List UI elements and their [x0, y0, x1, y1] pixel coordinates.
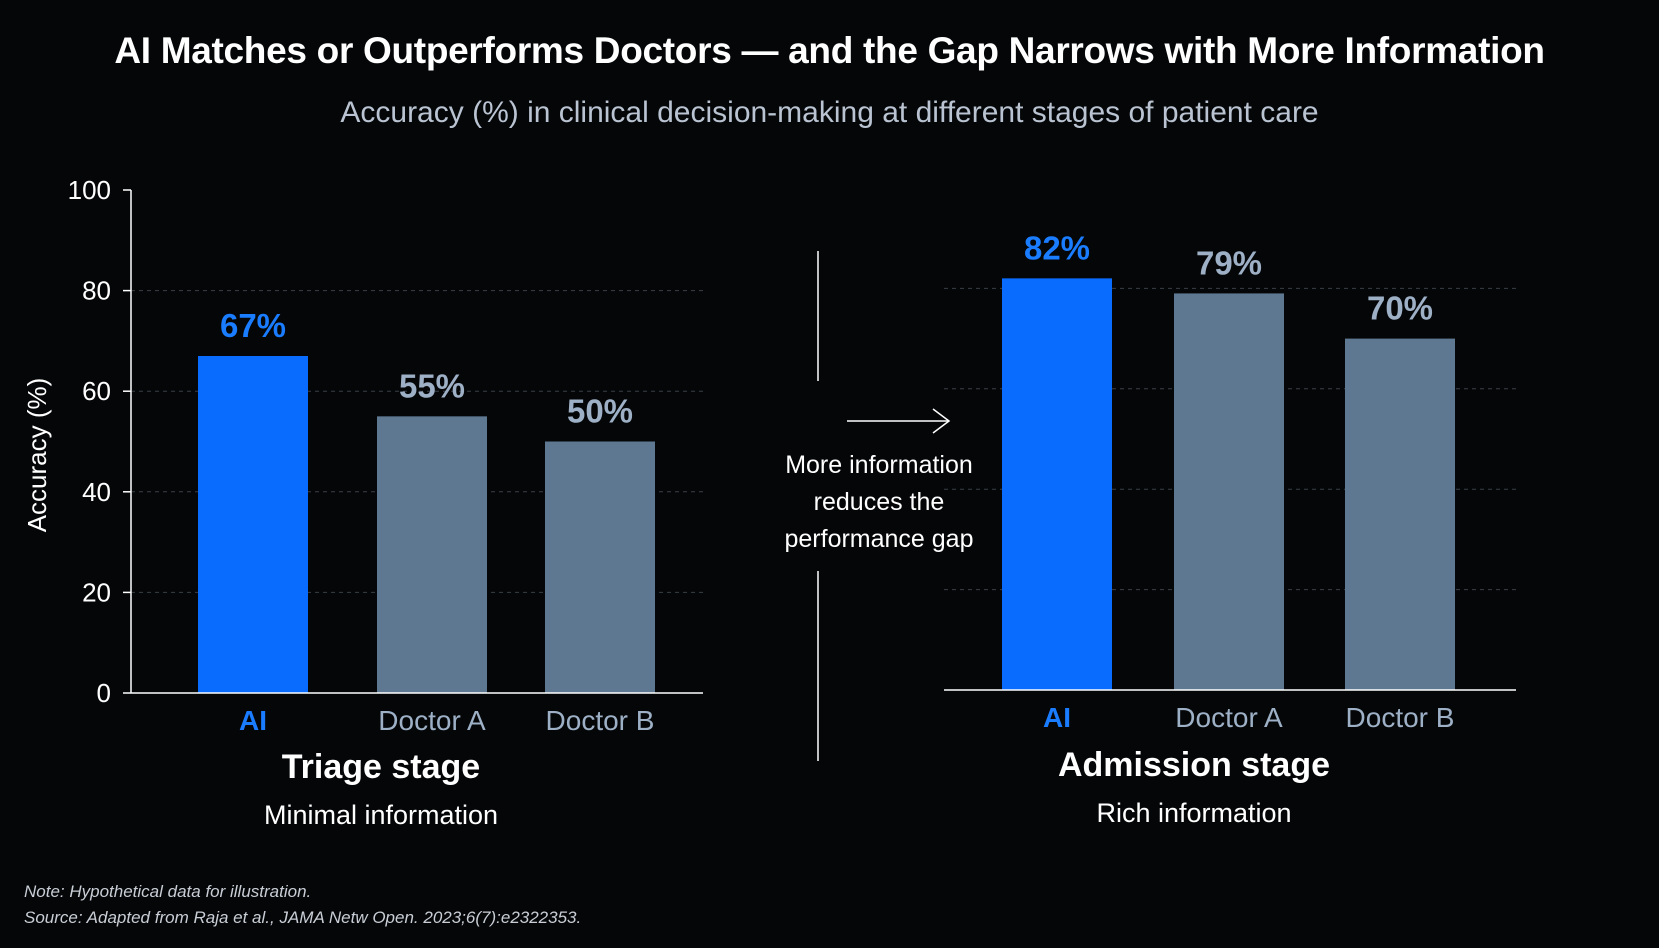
chart-title: AI Matches or Outperforms Doctors — and …: [114, 30, 1545, 71]
y-tick-label: 20: [82, 577, 111, 607]
data-label: 79%: [1196, 244, 1262, 281]
y-tick-label: 60: [82, 376, 111, 406]
category-label: Doctor B: [546, 705, 655, 736]
category-label: Doctor A: [1175, 702, 1283, 733]
y-tick-label: 100: [68, 175, 111, 205]
panel-subtitle: Rich information: [1096, 798, 1291, 828]
arrow-head-icon: [932, 408, 951, 434]
category-label: AI: [1043, 702, 1071, 733]
bar-ai: [198, 355, 308, 693]
y-tick-label: 0: [97, 678, 111, 708]
bar-doctor-b: [545, 441, 655, 693]
bar-doctor-a: [377, 416, 487, 693]
chart-subtitle: Accuracy (%) in clinical decision-making…: [340, 96, 1319, 129]
data-label: 70%: [1367, 290, 1433, 327]
annotation-line: More information: [785, 451, 973, 479]
category-label: Doctor B: [1346, 702, 1455, 733]
category-label: AI: [239, 705, 267, 736]
data-label: 67%: [220, 307, 286, 344]
y-tick-label: 40: [82, 477, 111, 507]
source-text: Source: Adapted from Raja et al., JAMA N…: [24, 908, 582, 927]
bar-doctor-b: [1345, 338, 1455, 690]
annotation-line: performance gap: [784, 525, 973, 553]
y-tick-label: 80: [82, 276, 111, 306]
y-axis-label: Accuracy (%): [22, 378, 52, 533]
bar-doctor-a: [1174, 293, 1284, 690]
data-label: 55%: [399, 367, 465, 404]
note-text: Note: Hypothetical data for illustration…: [24, 882, 312, 901]
panel-subtitle: Minimal information: [264, 800, 498, 830]
panel-title: Triage stage: [282, 748, 480, 786]
data-label: 82%: [1024, 229, 1090, 266]
annotation-line: reduces the: [814, 488, 945, 516]
data-label: 50%: [567, 393, 633, 430]
bar-ai: [1002, 278, 1112, 690]
panel-title: Admission stage: [1058, 746, 1330, 784]
category-label: Doctor A: [378, 705, 486, 736]
